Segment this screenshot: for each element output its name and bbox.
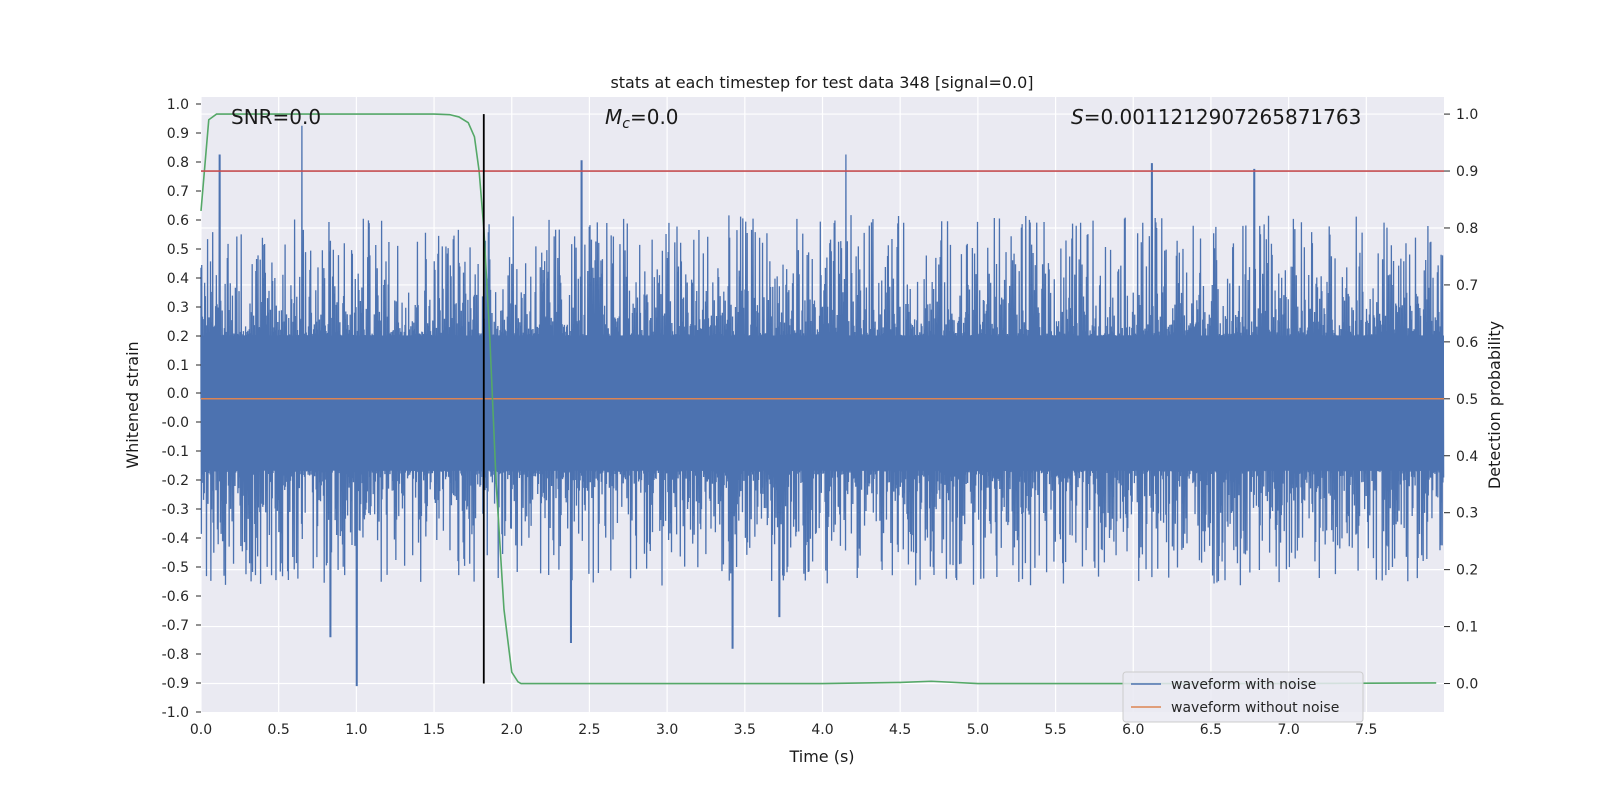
right-y-tick-label: 0.9 [1456,164,1478,180]
x-axis-label: Time (s) [788,747,854,766]
x-tick-labels: 0.0 0.5 1.0 1.5 2.0 2.5 3.0 3.5 4.0 4.5 5.0 5.5 6.0 6… [190,722,1378,738]
x-tick-label: 1.5 [423,722,445,738]
right-y-tick-label: 0.5 [1456,392,1478,408]
y-tick-label: 0.9 [167,126,189,142]
chart-title: stats at each timestep for test data 348… [610,73,1033,92]
series-waveform-with-noise [200,125,1445,687]
legend-label-noise: waveform with noise [1171,677,1316,693]
series-lines [200,113,1444,685]
y-tick-label: 0.5 [167,242,189,258]
y-tick-label: -0.6 [162,589,189,605]
x-tick-label: 0.5 [268,722,290,738]
y-tick-label: -0.1 [162,444,189,460]
chirp-mass-symbol: M [605,105,622,129]
series-detection-probability [200,113,1437,685]
y-tick-label: -0.9 [162,676,189,692]
x-tick-label: 1.0 [345,722,367,738]
chirp-mass-subscript: c [622,116,630,132]
y-tick-label: -0.3 [162,502,189,518]
right-y-tick-label: 0.3 [1456,506,1478,522]
x-tick-label: 6.5 [1200,722,1222,738]
noise-waveform-line [200,125,1445,687]
x-tick-label: 7.0 [1277,722,1299,738]
y-tick-label: -0.2 [162,473,189,489]
right-y-tick-label: 0.6 [1456,335,1478,351]
right-y-tick-label: 0.2 [1456,563,1478,579]
y-tick-label: 0.8 [167,155,189,171]
y-tick-label: 1.0 [167,97,189,113]
right-y-axis-label: Detection probability [1485,321,1504,489]
x-tick-label: 3.0 [656,722,678,738]
right-y-tick-label: 0.1 [1456,620,1478,636]
snr-annotation: SNR=0.0 [231,105,321,129]
x-tick-label: 3.5 [734,722,756,738]
x-tick-label: 2.5 [578,722,600,738]
x-tick-label: 5.5 [1044,722,1066,738]
right-y-tick-labels: 1.0 0.9 0.8 0.7 0.6 0.5 0.4 0.3 0.2 0.1 0.0 [1444,107,1478,693]
y-tick-label: -0.0 [162,415,189,431]
x-tick-label: 0.0 [190,722,212,738]
right-y-tick-label: 0.7 [1456,278,1478,294]
y-axis-label: Whitened strain [123,341,142,468]
y-tick-label: -0.4 [162,531,189,547]
legend-box [1122,671,1364,723]
right-y-tick-label: 0.4 [1456,449,1478,465]
right-y-tick-label: 0.8 [1456,221,1478,237]
y-tick-label: 0.2 [167,329,189,345]
y-tick-label: 0.4 [167,271,189,287]
legend: waveform with noise waveform without noi… [1122,671,1364,723]
s-symbol: S [1071,105,1084,129]
y-tick-labels: 1.0 0.9 0.8 0.7 0.6 0.5 0.4 0.3 0.2 0.1 0.0 -0.0 -0.… [162,97,201,721]
y-tick-label: 0.0 [167,386,189,402]
chirp-mass-annotation: Mc=0.0 [605,105,679,132]
x-tick-label: 5.0 [967,722,989,738]
x-tick-label: 2.0 [501,722,523,738]
chirp-mass-value: =0.0 [630,105,679,129]
x-tick-label: 6.0 [1122,722,1144,738]
legend-label-clean: waveform without noise [1171,700,1339,716]
x-tick-label: 7.5 [1355,722,1377,738]
y-tick-label: 0.1 [167,358,189,374]
s-value: =0.0011212907265871763 [1084,105,1362,129]
y-tick-label: 0.6 [167,213,189,229]
s-annotation: S=0.0011212907265871763 [1071,105,1361,129]
right-y-tick-label: 0.0 [1456,677,1478,693]
y-tick-label: -0.8 [162,647,189,663]
y-tick-label: -1.0 [162,705,189,721]
right-y-tick-label: 1.0 [1456,107,1478,123]
x-tick-label: 4.0 [811,722,833,738]
x-tick-label: 4.5 [889,722,911,738]
y-tick-label: 0.7 [167,184,189,200]
y-tick-label: -0.7 [162,618,189,634]
y-tick-label: 0.3 [167,300,189,316]
y-tick-label: -0.5 [162,560,189,576]
